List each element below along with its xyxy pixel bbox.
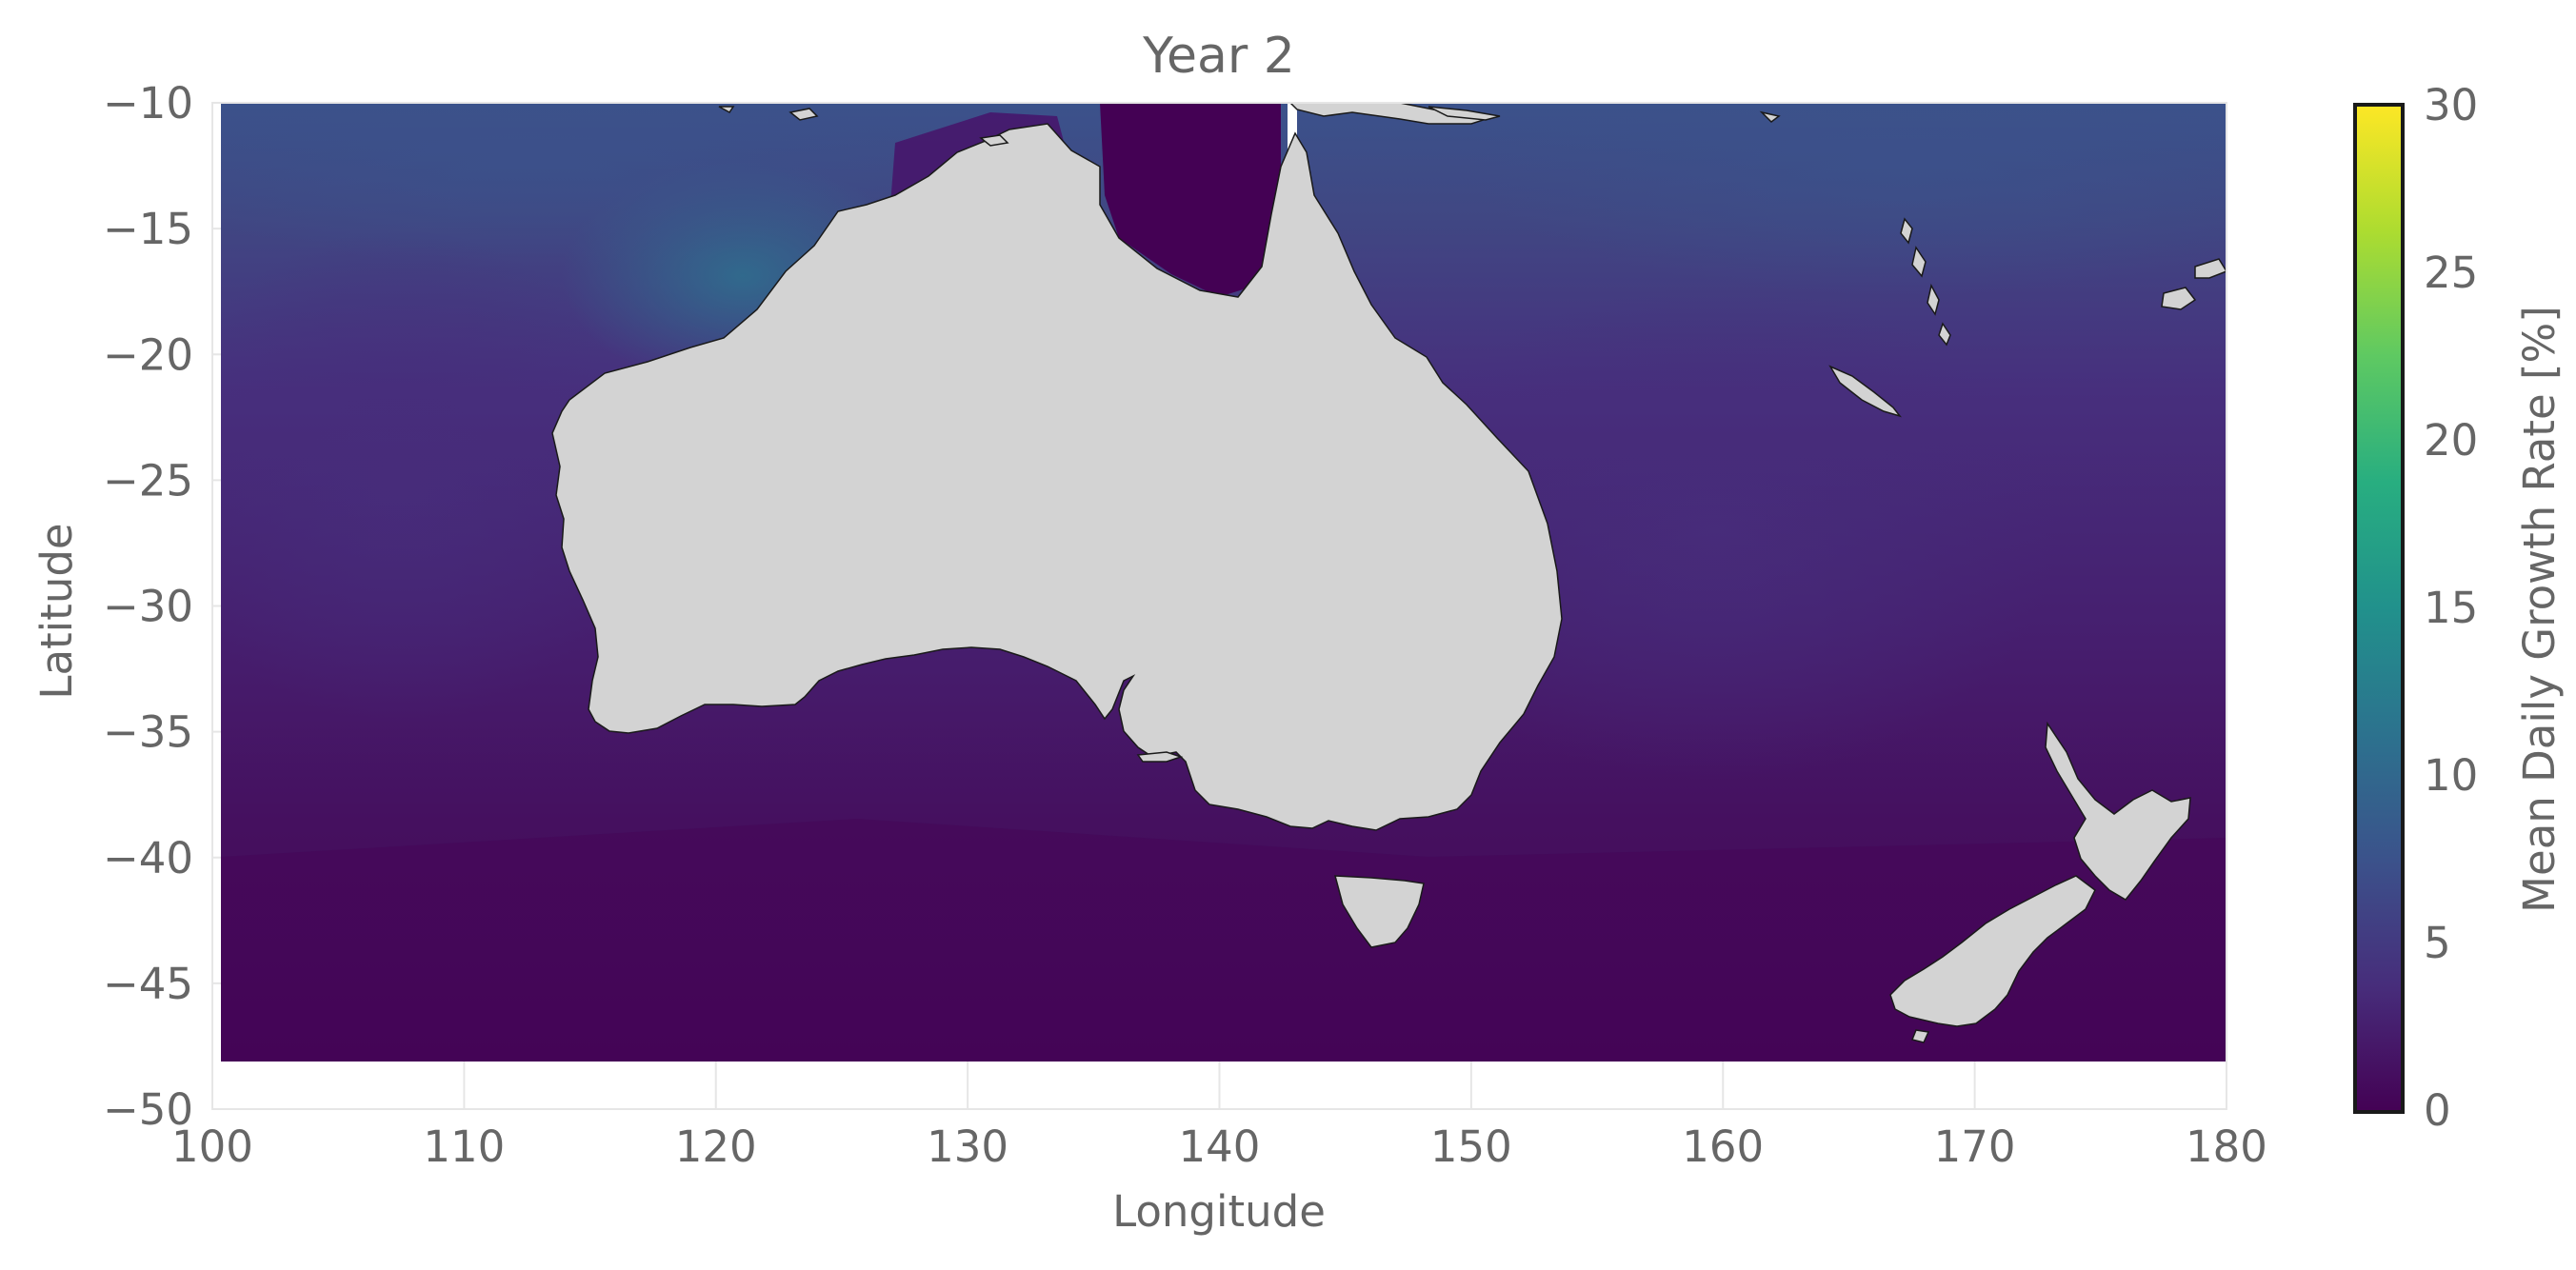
colorbar-tick-label: 5	[2424, 918, 2451, 968]
chart-title: Year 2	[1142, 28, 1295, 85]
colorbar-tick-label: 20	[2424, 415, 2478, 466]
new-caledonia	[1828, 365, 1903, 418]
y-tick-label: −10	[103, 78, 193, 129]
field-high-north	[221, 103, 933, 267]
colorbar-tick-label: 0	[2424, 1085, 2451, 1136]
north-islands-4	[1759, 110, 1781, 123]
x-tick-label: 110	[423, 1121, 505, 1172]
x-tick-label: 130	[927, 1121, 1008, 1172]
y-tick-label: −40	[103, 833, 193, 883]
x-axis-label: Longitude	[1112, 1186, 1326, 1237]
colorbar-tick-label: 10	[2424, 750, 2478, 801]
y-tick-labels: −10 −15 −20 −25 −30 −35 −40 −45 −50	[103, 78, 193, 1135]
y-tick-label: −35	[103, 707, 193, 758]
north-islands-3	[789, 108, 819, 121]
field-southern-ocean	[221, 819, 2227, 1062]
y-tick-label: −20	[103, 329, 193, 380]
y-tick-label: −45	[103, 959, 193, 1009]
kangaroo-island	[1136, 751, 1184, 763]
vanuatu-4	[1938, 322, 1951, 347]
y-axis-label: Latitude	[31, 523, 82, 699]
land	[551, 102, 2228, 1043]
colorbar-tick-label: 15	[2424, 583, 2478, 633]
x-tick-label: 160	[1682, 1121, 1764, 1172]
colorbar	[2353, 103, 2405, 1114]
nz-north-island	[2045, 721, 2191, 901]
stewart-island	[1910, 1029, 1930, 1043]
new-guinea-coast	[1288, 102, 1496, 125]
data-gap	[1288, 103, 1297, 155]
north-islands-2	[1428, 106, 1501, 121]
nz-south-island	[1889, 875, 2096, 1027]
growth-rate-field	[221, 103, 2227, 1062]
x-tick-label: 100	[171, 1121, 253, 1172]
x-tick-label: 180	[2186, 1121, 2267, 1172]
north-islands-1	[979, 134, 1009, 147]
x-tick-label: 150	[1430, 1121, 1512, 1172]
colorbar-label: Mean Daily Growth Rate [%]	[2514, 306, 2565, 913]
fiji-2	[2194, 258, 2228, 279]
colorbar-tick-label: 30	[2424, 80, 2478, 130]
field-high-northeast	[1467, 103, 2227, 295]
x-tick-label: 120	[675, 1121, 757, 1172]
vanuatu-3	[1927, 283, 1940, 316]
vanuatu-2	[1911, 246, 1927, 278]
field-gulf-of-carpentaria	[1100, 103, 1281, 297]
y-tick-label: −30	[103, 582, 193, 632]
plot-frame	[211, 102, 2227, 1110]
x-tick-label: 170	[1934, 1121, 2016, 1172]
vanuatu-1	[1900, 217, 1913, 245]
tasmania	[1334, 875, 1425, 948]
y-tick-label: −50	[103, 1084, 193, 1135]
colorbar-tick-labels: 0 5 10 15 20 25 30	[2424, 80, 2478, 1136]
fiji	[2161, 287, 2197, 310]
field-mid-west	[221, 228, 648, 724]
north-islands-5	[718, 106, 735, 113]
australia	[551, 123, 1563, 831]
x-tick-label: 140	[1179, 1121, 1261, 1172]
y-tick-label: −15	[103, 204, 193, 254]
x-tick-labels: 100 110 120 130 140 150 160 170 180	[171, 1121, 2267, 1172]
y-tick-label: −25	[103, 455, 193, 506]
colorbar-tick-label: 25	[2424, 248, 2478, 298]
